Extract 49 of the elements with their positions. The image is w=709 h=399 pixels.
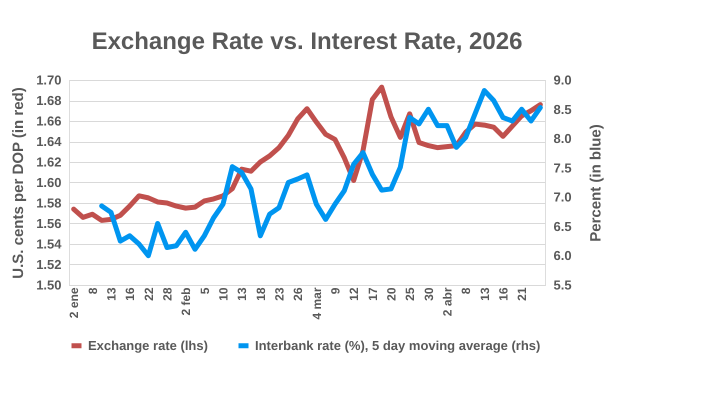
y2-tick-label: 9.0 — [554, 72, 572, 88]
y-tick-label: 1.58 — [36, 196, 62, 210]
x-tick-label: 16 — [123, 287, 138, 301]
x-tick-label: 16 — [496, 287, 510, 301]
y-tick-label: 1.62 — [36, 154, 62, 170]
y-axis-title: U.S. cents per DOP (in red) — [10, 87, 28, 279]
y-tick-label: 1.70 — [36, 72, 62, 88]
x-tick-label: 9 — [328, 287, 342, 294]
y2-tick-label: 7.5 — [554, 160, 572, 176]
y2-tick-label: 8.5 — [554, 102, 572, 117]
y-tick-label: 1.60 — [36, 175, 62, 190]
x-tick-label: 12 — [347, 287, 362, 301]
x-tick-label: 20 — [384, 287, 398, 301]
x-tick-label: 10 — [216, 287, 230, 301]
y-tick-label: 1.56 — [36, 216, 62, 231]
y2-tick-label: 8.0 — [554, 131, 572, 146]
x-tick-label: 21 — [515, 287, 530, 301]
x-tick-label: 2 abr — [440, 287, 454, 316]
x-tick-label: 23 — [272, 287, 286, 301]
y2-tick-label: 5.5 — [554, 278, 572, 292]
x-tick-label: 13 — [235, 287, 250, 301]
x-tick-label: 8 — [459, 287, 474, 294]
x-tick-label: 2 feb — [179, 288, 194, 316]
x-tick-label: 4 mar — [310, 287, 324, 320]
y-tick-label: 1.68 — [36, 93, 62, 108]
x-tick-label: 13 — [478, 287, 492, 301]
x-tick-label: 28 — [160, 287, 174, 301]
x-tick-label: 26 — [291, 287, 306, 301]
x-tick-label: 8 — [86, 287, 100, 294]
x-tick-label: 2 ene — [67, 287, 82, 318]
x-tick-label: 25 — [403, 287, 418, 301]
y2-axis-title: Percent (in blue) — [588, 124, 605, 242]
y2-tick-label: 7.0 — [554, 190, 572, 205]
legend-label: Interbank rate (%), 5 day moving average (rhs) — [255, 338, 540, 353]
x-tick-label: 30 — [422, 287, 436, 301]
y-tick-label: 1.50 — [36, 278, 62, 292]
y-tick-label: 1.64 — [36, 134, 62, 149]
x-tick-label: 17 — [366, 287, 380, 301]
x-tick-label: 5 — [198, 287, 212, 294]
y2-tick-label: 6.0 — [554, 248, 572, 264]
y-tick-label: 1.52 — [36, 257, 62, 272]
y-tick-label: 1.54 — [36, 236, 62, 252]
x-tick-label: 18 — [254, 287, 268, 301]
x-tick-label: 13 — [104, 287, 118, 301]
x-tick-label: 22 — [142, 287, 156, 301]
legend-label: Exchange rate (lhs) — [88, 338, 208, 353]
y-tick-label: 1.66 — [36, 114, 62, 128]
y2-tick-label: 6.5 — [554, 218, 572, 234]
chart-title: Exchange Rate vs. Interest Rate, 2026 — [92, 28, 522, 55]
